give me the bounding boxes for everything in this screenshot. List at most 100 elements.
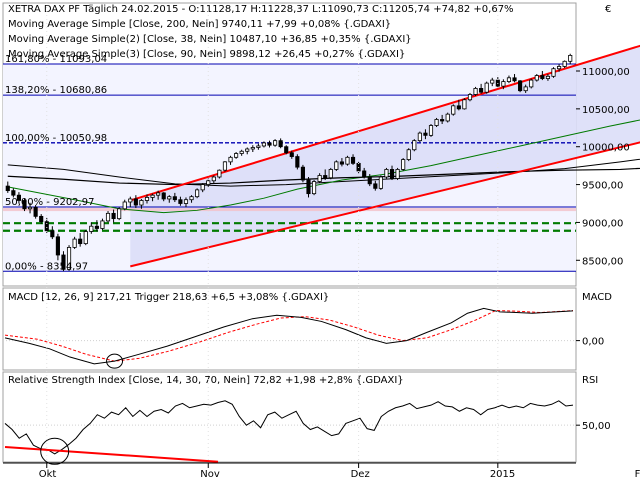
candle-body — [150, 194, 155, 198]
candle-body — [217, 169, 222, 178]
fib-level-label: 161,80% - 11093,04 — [5, 54, 107, 65]
price-tick-label: 9500,00 — [582, 181, 623, 192]
price-header-line: Moving Average Simple(3) [Close, 90, Nei… — [8, 49, 405, 60]
candle-body — [139, 200, 144, 206]
candle-body — [261, 142, 267, 147]
price-tick-label: 8500,00 — [582, 256, 623, 267]
resistance-band — [3, 208, 576, 212]
channel-upper-line — [130, 44, 640, 202]
price-header: XETRA DAX PF Täglich 24.02.2015 - O:1112… — [8, 4, 514, 60]
candle-body — [144, 197, 150, 201]
candle-body — [428, 125, 434, 136]
rsi-highlight-circle — [40, 437, 70, 465]
candle-body — [300, 166, 305, 181]
candle-body — [278, 140, 283, 148]
candle-body — [189, 196, 194, 201]
candle-body — [72, 238, 77, 248]
candle-body — [228, 156, 233, 163]
rsi-panel[interactable]: 50,00 RSI Relative Strength Index [Close… — [2, 371, 611, 465]
time-tick-label: 2015 — [490, 469, 515, 480]
candle-body — [111, 212, 116, 220]
support-lines — [3, 208, 576, 232]
candle-body — [323, 175, 328, 179]
channel-fill — [130, 45, 640, 267]
candle-body — [412, 140, 417, 151]
candle-body — [16, 194, 21, 201]
candle-body — [273, 140, 278, 146]
candle-body — [557, 66, 562, 70]
rsi-tick-label: 50,00 — [582, 421, 611, 432]
fib-labels: 161,80% - 11093,04 138,20% - 10680,86 100,… — [5, 54, 107, 272]
macd-highlight-circle — [106, 353, 124, 369]
candle-body — [423, 132, 428, 136]
candle-body — [55, 236, 60, 256]
price-tick-label: 10500,00 — [582, 105, 630, 116]
candle-body — [367, 176, 372, 185]
candle-body — [245, 148, 250, 152]
fib-level-label: 138,20% - 10680,86 — [5, 85, 107, 96]
candle-body — [39, 215, 44, 223]
candle-body — [562, 60, 567, 67]
candle-body — [11, 190, 16, 196]
candle-body — [362, 170, 367, 178]
macd-axis-title: MACD — [582, 292, 612, 303]
fib-level-label: 0,00% - 8354,97 — [5, 261, 88, 272]
candle-body — [133, 198, 138, 206]
price-tick-label: 11000,00 — [582, 67, 630, 78]
price-tick-label: 9000,00 — [582, 218, 623, 229]
candle-body — [83, 231, 88, 245]
candle-body — [50, 230, 55, 238]
fib-zone — [3, 45, 640, 272]
macd-lines — [4, 307, 574, 365]
candle-body — [295, 156, 300, 168]
channel-lower-line — [130, 141, 640, 268]
macd-tick-label: 0,00 — [582, 337, 604, 348]
price-tick-label: 10000,00 — [582, 143, 630, 154]
candle-body — [467, 94, 473, 101]
time-tick-label: Dez — [351, 469, 370, 480]
macd-panel[interactable]: 0,00 MACD MACD [12, 26, 9] 217,21 Trigge… — [2, 287, 612, 371]
candle-body — [239, 150, 244, 154]
price-header-line: Moving Average Simple(2) [Close, 38, Nei… — [8, 34, 412, 45]
candle-body — [401, 159, 406, 170]
price-panel[interactable]: 161,80% - 11093,04 138,20% - 10680,86 100,… — [2, 2, 640, 287]
candle-body — [568, 55, 573, 62]
candle-body — [122, 201, 127, 210]
candle-body — [328, 169, 333, 179]
fib-level-label: 100,00% - 10050,98 — [5, 133, 107, 144]
candle-body — [161, 192, 166, 200]
candle-body — [156, 192, 161, 196]
time-tick-label: Okt — [39, 469, 57, 480]
candle-body — [178, 199, 183, 204]
candle-body — [523, 86, 528, 92]
candle-body — [44, 221, 49, 232]
candle-body — [456, 105, 461, 110]
candle-body — [440, 119, 445, 122]
candle-body — [128, 198, 133, 203]
candle-body — [267, 142, 272, 146]
candle-body — [222, 161, 228, 171]
candle-body — [311, 181, 317, 195]
price-header-line: Moving Average Simple [Close, 200, Nein]… — [8, 19, 391, 30]
candle-body — [256, 145, 261, 148]
candle-body — [61, 254, 66, 270]
candle-body — [529, 79, 534, 88]
time-tick-label: Nov — [200, 469, 220, 480]
candle-body — [211, 176, 216, 182]
candle-body — [195, 189, 200, 198]
candle-body — [518, 80, 523, 92]
candle-body — [200, 184, 205, 191]
candle-body — [373, 183, 378, 189]
candle-body — [389, 169, 395, 179]
candle-body — [22, 200, 27, 210]
candle-body — [501, 81, 506, 87]
rsi-axis: 50,00 — [576, 421, 611, 432]
time-tick-label: Feb — [635, 469, 640, 480]
candles — [5, 53, 573, 272]
candle-body — [89, 225, 94, 232]
candle-body — [378, 176, 383, 189]
candle-body — [490, 79, 495, 84]
candle-body — [339, 161, 344, 165]
macd-axis: 0,00 — [576, 337, 604, 348]
